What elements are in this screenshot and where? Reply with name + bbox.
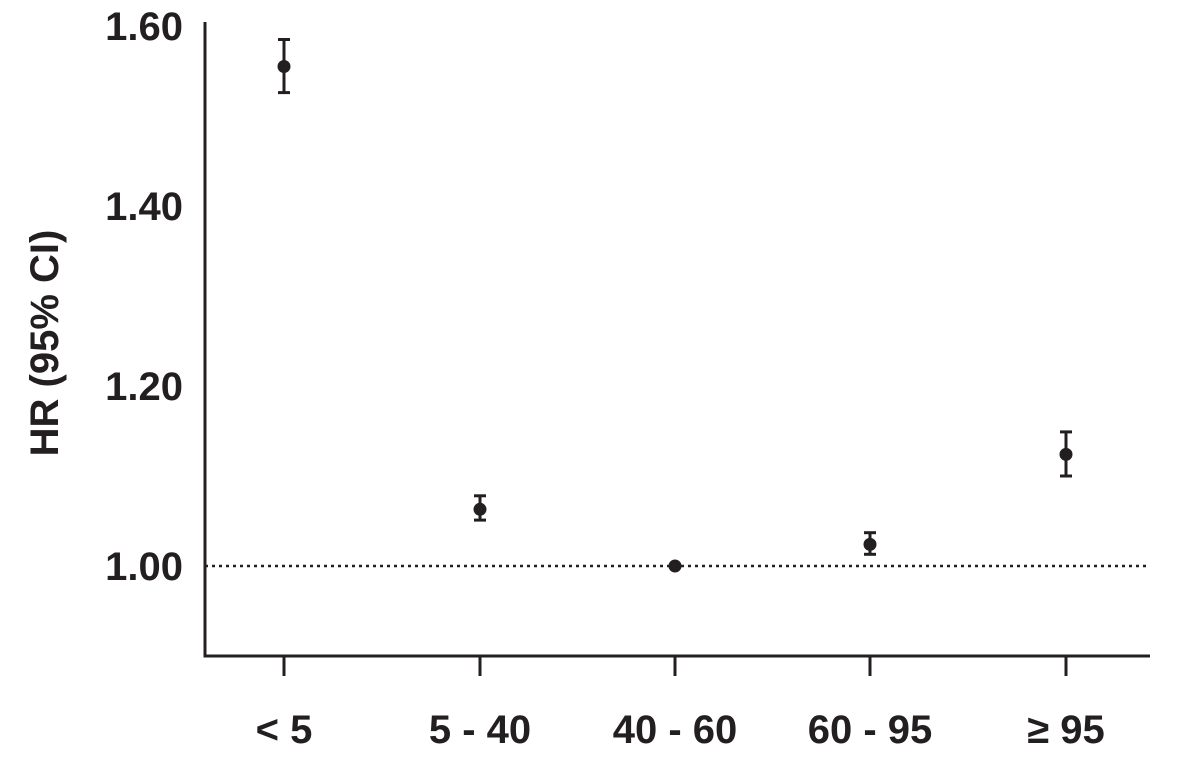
y-tick-label: 1.20 xyxy=(105,365,183,409)
data-point xyxy=(473,502,487,516)
y-tick-label: 1.40 xyxy=(105,185,183,229)
data-point xyxy=(668,559,682,573)
y-tick-label: 1.00 xyxy=(105,545,183,589)
x-tick-label: < 5 xyxy=(256,708,313,752)
data-point xyxy=(1059,447,1073,461)
y-tick-label: 1.60 xyxy=(105,5,183,49)
y-axis-ticks: 1.00 1.20 1.40 1.60 xyxy=(105,5,183,589)
x-tick-label: 60 - 95 xyxy=(808,708,933,752)
data-point xyxy=(277,60,291,73)
data-point xyxy=(863,537,877,551)
x-tick-label: 5 - 40 xyxy=(429,708,531,752)
x-tick-label: 40 - 60 xyxy=(613,708,738,752)
x-axis-ticks: < 5 5 - 40 40 - 60 60 - 95 ≥ 95 xyxy=(256,656,1105,752)
y-axis-title: HR (95% CI) xyxy=(23,230,67,457)
data-points xyxy=(277,38,1073,573)
x-tick-label: ≥ 95 xyxy=(1027,708,1105,752)
